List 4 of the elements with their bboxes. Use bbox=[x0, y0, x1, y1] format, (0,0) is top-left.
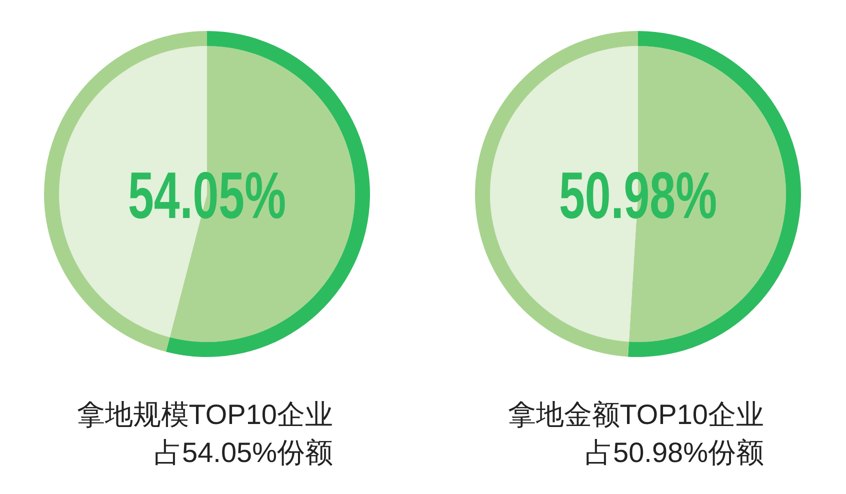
text: 拿地规模TOP10企业 bbox=[76, 399, 333, 430]
text: 占54.05%份额 bbox=[154, 437, 333, 468]
text: 拿地金额TOP10企业 bbox=[508, 399, 764, 430]
text: 占50.98%份额 bbox=[585, 437, 764, 468]
